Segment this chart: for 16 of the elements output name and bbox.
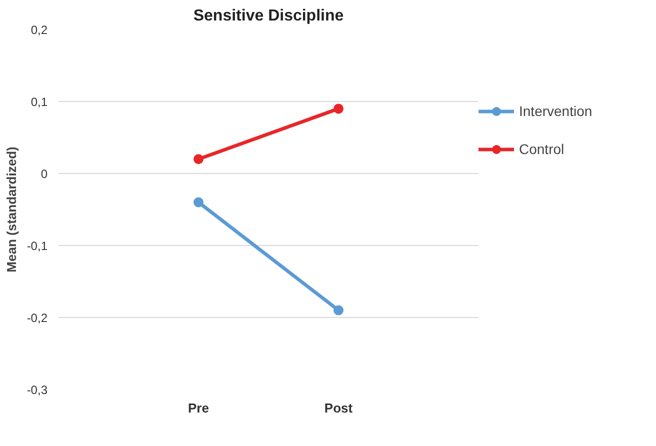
y-tick-label: 0,2 (30, 23, 48, 37)
y-tick-label: 0 (40, 167, 48, 181)
y-tick-label: -0,1 (26, 239, 48, 253)
chart-title: Sensitive Discipline (193, 8, 344, 24)
legend-label: Intervention (519, 103, 592, 119)
point (334, 104, 344, 114)
y-tick-label: -0,2 (26, 311, 48, 325)
x-tick-label: Pre (188, 400, 209, 416)
x-tick-label: Post (324, 400, 354, 416)
y-tick-label: -0,3 (26, 383, 48, 397)
point (194, 197, 204, 208)
point (334, 305, 344, 316)
y-tick-label: 0,1 (30, 95, 48, 109)
point (194, 154, 204, 164)
legend-label: Control (519, 141, 564, 157)
y-axis-title: Mean (standardized) (4, 146, 19, 272)
